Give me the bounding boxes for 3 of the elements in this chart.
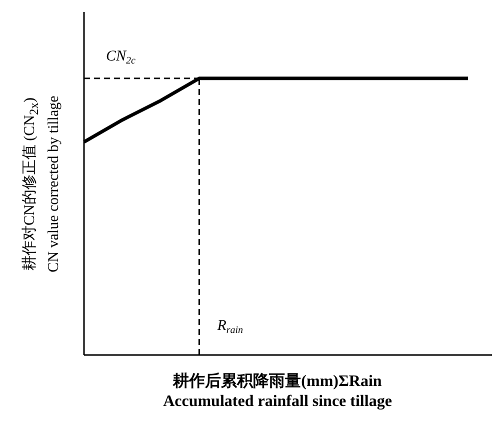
ref-line-label: CN$_{2c}$ <box>106 48 136 66</box>
x-axis-title: 耕作后累积降雨量(mm)ΣRain Accumulated rainfall since tillage <box>162 372 393 412</box>
annotation: R$_{rain}$ <box>216 318 244 336</box>
